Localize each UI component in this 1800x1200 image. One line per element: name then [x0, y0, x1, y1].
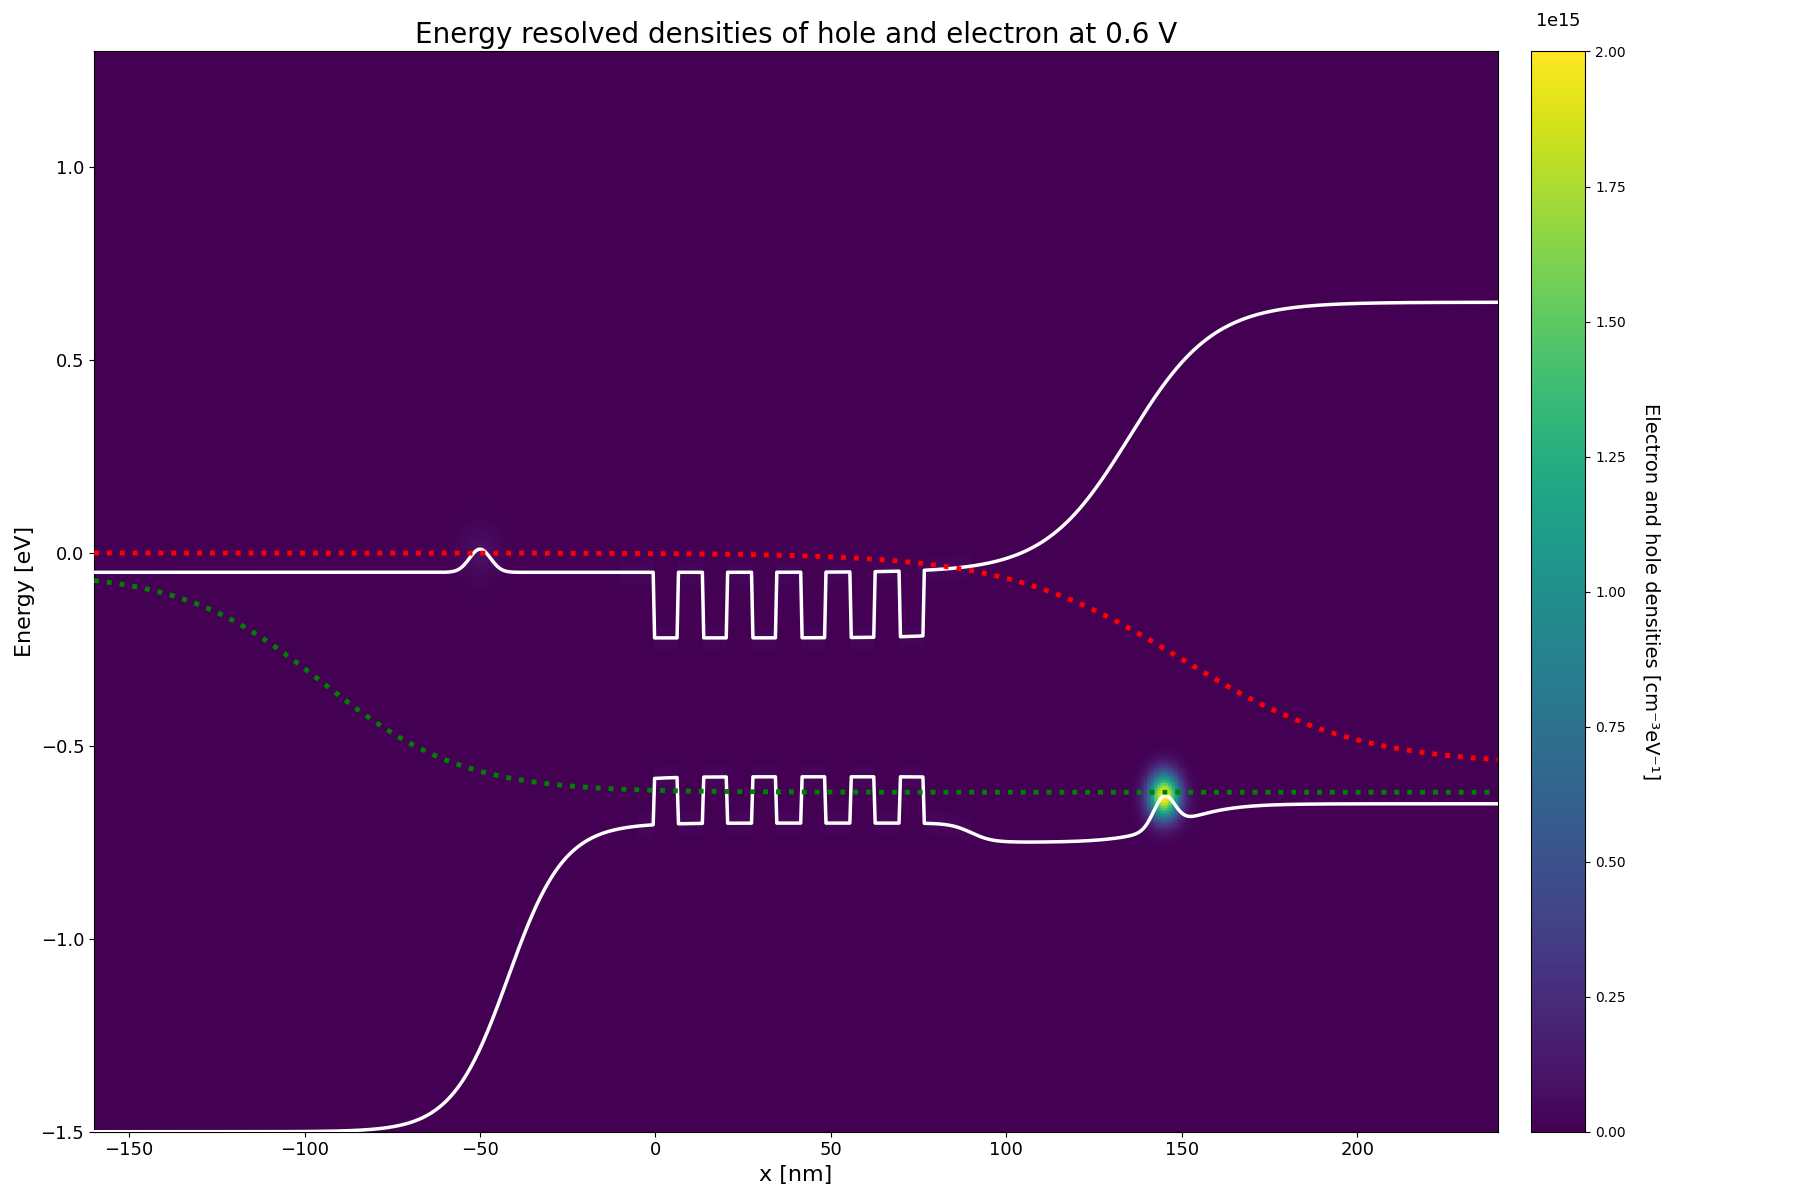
- Text: $1\mathrm{e}{15}$: $1\mathrm{e}{15}$: [1535, 12, 1580, 30]
- Y-axis label: Energy [eV]: Energy [eV]: [14, 526, 34, 658]
- Title: Energy resolved densities of hole and electron at 0.6 V: Energy resolved densities of hole and el…: [414, 22, 1177, 49]
- Y-axis label: Electron and hole densities [cm⁻³eV⁻¹]: Electron and hole densities [cm⁻³eV⁻¹]: [1642, 403, 1661, 780]
- X-axis label: x [nm]: x [nm]: [760, 1165, 832, 1184]
